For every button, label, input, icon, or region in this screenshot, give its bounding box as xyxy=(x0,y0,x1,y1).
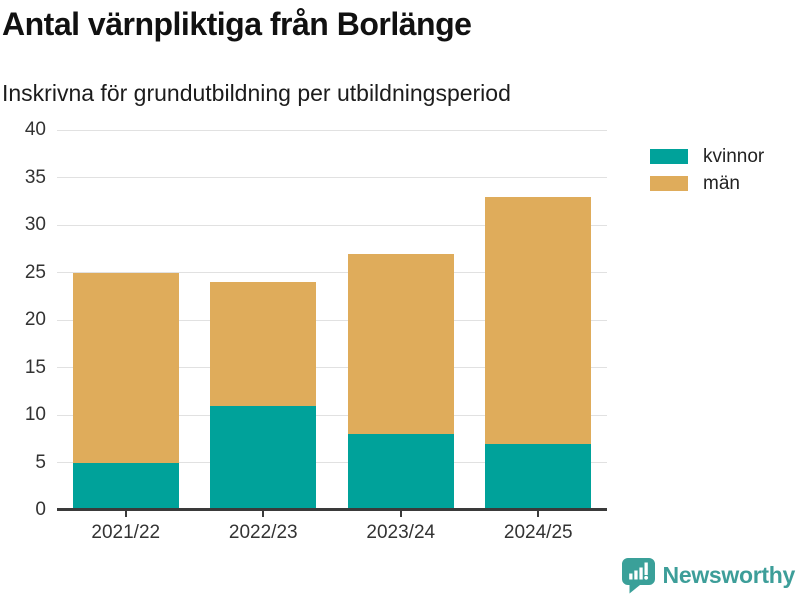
x-axis-label: 2023/24 xyxy=(366,522,436,543)
legend-item: kvinnor xyxy=(650,146,765,167)
x-axis-label: 2021/22 xyxy=(91,522,161,543)
y-axis-tick-label: 5 xyxy=(35,451,46,473)
y-axis-tick-label: 30 xyxy=(24,214,46,235)
bar-segment-kvinnor xyxy=(485,443,592,510)
y-axis-tick-label: 0 xyxy=(35,499,46,520)
newsworthy-logo-icon xyxy=(621,558,655,594)
chart-title: Antal värnpliktiga från Borlänge xyxy=(2,6,472,42)
legend: kvinnor män xyxy=(650,146,765,203)
bar-stack xyxy=(347,130,454,510)
bar-stack xyxy=(72,130,179,510)
legend-swatch-kvinnor xyxy=(650,149,688,164)
gridline xyxy=(57,272,607,273)
x-axis: 2021/22 2022/23 2023/24 2024/25 xyxy=(57,511,607,544)
x-axis-label: 2024/25 xyxy=(503,522,573,543)
y-axis-tick-label: 15 xyxy=(24,356,46,378)
y-axis-tick-label: 10 xyxy=(24,404,46,425)
y-axis-tick-label: 20 xyxy=(24,309,46,330)
gridline xyxy=(57,129,607,131)
bar-segment-män xyxy=(347,253,454,434)
gridline xyxy=(57,462,607,463)
bar-segment-män xyxy=(72,272,179,463)
gridline xyxy=(57,414,607,416)
brand-name: Newsworthy xyxy=(662,562,796,588)
x-axis-line xyxy=(57,508,607,511)
bar-stack xyxy=(485,130,592,510)
chart-subtitle: Inskrivna för grundutbildning per utbild… xyxy=(2,80,511,106)
bar-segment-kvinnor xyxy=(347,434,454,510)
x-axis-tick xyxy=(399,511,402,517)
brand-footer: Newsworthy xyxy=(621,557,795,594)
x-axis-category: 2021/22 xyxy=(57,511,195,544)
x-axis-tick xyxy=(537,511,540,517)
x-axis-label: 2022/23 xyxy=(228,522,298,543)
x-axis-category: 2022/23 xyxy=(195,511,333,544)
x-axis-tick xyxy=(124,511,127,517)
x-axis-tick xyxy=(262,511,265,517)
plot-area xyxy=(57,129,607,511)
bar-segment-män xyxy=(210,282,317,406)
x-axis-category: 2023/24 xyxy=(332,511,470,544)
bars-row xyxy=(57,130,607,510)
bar-segment-kvinnor xyxy=(72,462,179,510)
gridline xyxy=(57,367,607,368)
y-axis: 0 5 10 15 20 25 30 35 40 xyxy=(0,119,46,520)
y-axis-tick-label: 40 xyxy=(24,119,46,140)
y-axis-tick-label: 35 xyxy=(24,166,46,188)
legend-label: kvinnor xyxy=(703,146,765,167)
bar-stack xyxy=(210,130,317,510)
bar-segment-män xyxy=(485,196,592,444)
y-axis-tick-label: 25 xyxy=(24,261,46,283)
gridline xyxy=(57,224,607,226)
bar-segment-kvinnor xyxy=(210,405,317,510)
legend-item: män xyxy=(650,173,764,194)
x-axis-category: 2024/25 xyxy=(470,511,608,544)
legend-label: män xyxy=(703,173,740,194)
gridline xyxy=(57,319,607,321)
legend-swatch-män xyxy=(650,176,688,191)
gridline xyxy=(57,177,607,178)
